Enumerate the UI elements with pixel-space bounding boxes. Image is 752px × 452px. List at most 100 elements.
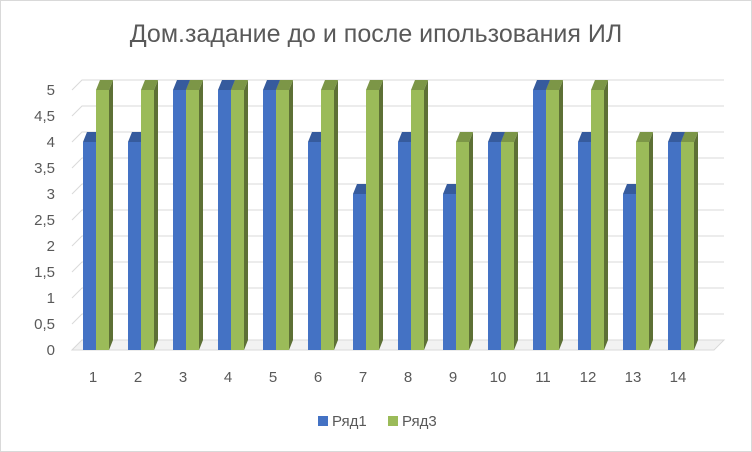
bar-top <box>128 132 145 142</box>
x-axis-ticks: 1 2 3 4 5 6 7 8 9 10 11 12 13 14 <box>89 369 687 386</box>
bar-front <box>366 90 379 350</box>
bar-side <box>694 132 698 350</box>
bar-front <box>546 90 559 350</box>
bar <box>411 80 428 350</box>
legend: Ряд1 Ряд3 <box>318 413 437 430</box>
x-tick-label: 8 <box>404 369 412 386</box>
x-tick-label: 2 <box>134 369 142 386</box>
bar-side <box>109 80 113 350</box>
bar-top <box>366 80 383 90</box>
gridline <box>71 105 724 117</box>
bar-front <box>186 90 199 350</box>
bar <box>501 132 518 350</box>
bar-side <box>154 80 158 350</box>
bar-front <box>443 194 456 350</box>
bar-top <box>668 132 685 142</box>
bar-front <box>308 142 321 350</box>
bar-top <box>533 80 550 90</box>
bar-side <box>424 80 428 350</box>
bar-side <box>334 80 338 350</box>
bar-front <box>276 90 289 350</box>
x-tick-label: 11 <box>535 369 551 386</box>
bar <box>186 80 203 350</box>
bar-top <box>231 80 248 90</box>
bar-front <box>83 142 96 350</box>
x-tick-label: 13 <box>625 369 642 386</box>
x-tick-label: 5 <box>269 369 277 386</box>
bar-front <box>263 90 276 350</box>
bars <box>83 80 698 350</box>
x-tick-label: 7 <box>359 369 367 386</box>
bar-side <box>199 80 203 350</box>
bar-front <box>668 142 681 350</box>
bar-front <box>411 90 424 350</box>
legend-swatch <box>388 416 398 426</box>
bar-top <box>83 132 100 142</box>
bar-top <box>501 132 518 142</box>
y-axis-ticks: 0 0,5 1 1,5 2 2,5 3 3,5 4 4,5 5 <box>34 82 55 359</box>
y-tick-label: 2,5 <box>34 212 55 229</box>
bar-top <box>398 132 415 142</box>
x-tick-label: 14 <box>670 369 687 386</box>
bar <box>456 132 473 350</box>
bar-top <box>141 80 158 90</box>
x-tick-label: 12 <box>580 369 597 386</box>
bar-front <box>501 142 514 350</box>
x-tick-label: 6 <box>314 369 322 386</box>
bar-top <box>456 132 473 142</box>
bar <box>96 80 113 350</box>
bar-side <box>559 80 563 350</box>
bar-front <box>231 90 244 350</box>
bar-top <box>321 80 338 90</box>
bar-front <box>321 90 334 350</box>
bar <box>591 80 608 350</box>
bar-top <box>276 80 293 90</box>
bar-top <box>411 80 428 90</box>
bar-top <box>623 184 640 194</box>
bar <box>636 132 653 350</box>
y-tick-label: 3 <box>47 186 55 203</box>
bar-front <box>353 194 366 350</box>
y-tick-label: 3,5 <box>34 160 55 177</box>
bar-front <box>128 142 141 350</box>
bar-front <box>681 142 694 350</box>
y-tick-label: 4,5 <box>34 108 55 125</box>
gridline <box>71 79 724 91</box>
y-tick-label: 1,5 <box>34 264 55 281</box>
bar-front <box>636 142 649 350</box>
bar-front <box>591 90 604 350</box>
bar <box>321 80 338 350</box>
bar-side <box>514 132 518 350</box>
bar-front <box>456 142 469 350</box>
y-tick-label: 4 <box>47 134 55 151</box>
y-tick-label: 0 <box>47 342 55 359</box>
bar-top <box>488 132 505 142</box>
bar-top <box>546 80 563 90</box>
bar-top <box>173 80 190 90</box>
bar-top <box>443 184 460 194</box>
x-tick-label: 10 <box>490 369 507 386</box>
legend-swatch <box>318 416 328 426</box>
bar <box>546 80 563 350</box>
bar-top <box>308 132 325 142</box>
x-tick-label: 1 <box>89 369 97 386</box>
bar-top <box>263 80 280 90</box>
y-tick-label: 5 <box>47 82 55 99</box>
x-tick-label: 9 <box>449 369 457 386</box>
bar-front <box>488 142 501 350</box>
bar-side <box>379 80 383 350</box>
bar-front <box>173 90 186 350</box>
bar-top <box>681 132 698 142</box>
x-tick-label: 4 <box>224 369 232 386</box>
bar-front <box>398 142 411 350</box>
gridline <box>71 131 724 143</box>
y-tick-label: 1 <box>47 290 55 307</box>
y-tick-label: 2 <box>47 238 55 255</box>
legend-label: Ряд1 <box>332 413 367 430</box>
bar-top <box>218 80 235 90</box>
bar <box>681 132 698 350</box>
bar <box>366 80 383 350</box>
bar <box>141 80 158 350</box>
bar <box>276 80 293 350</box>
